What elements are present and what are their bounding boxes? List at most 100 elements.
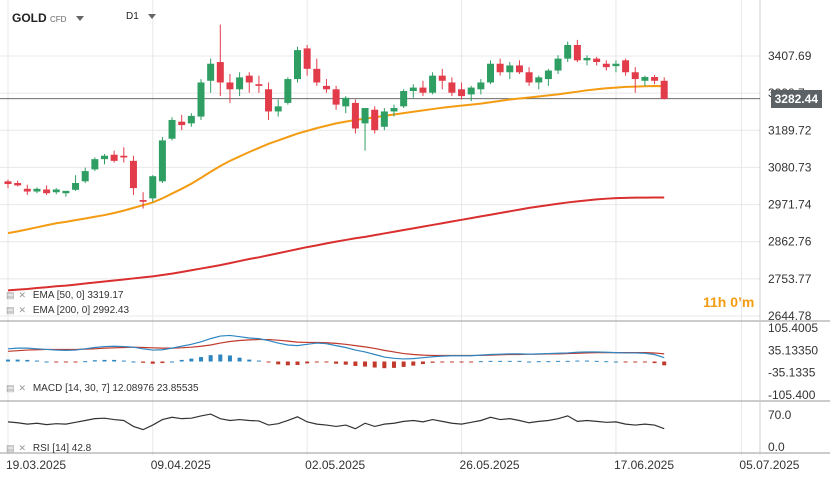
settings-icon[interactable]: ▤ [6,383,15,393]
close-icon[interactable]: ✕ [18,443,27,453]
macd-histogram-bar [662,361,667,366]
ema200-label[interactable]: ▤ ✕ EMA [200, 0] 2992.43 [6,305,130,316]
candle-bull [390,108,398,112]
candle-bull [583,57,591,61]
ema200-line [7,196,665,292]
macd-histogram-bar [218,354,223,362]
macd-histogram-bar [498,360,503,362]
candle-bull [197,82,205,117]
candle-bull [187,115,195,124]
candle-bear [351,102,359,129]
candle-bull [101,155,108,160]
candle-bull [612,63,620,67]
macd-histogram-bar [6,359,10,362]
date-tick-label: 05.07.2025 [739,458,799,472]
date-tick-label: 19.03.2025 [6,458,66,472]
macd-histogram-bar [469,361,474,363]
macd-histogram-bar [372,361,377,368]
candle-bull [544,70,552,80]
macd-histogram-bar [536,361,541,363]
candle-bear [43,189,51,194]
macd-histogram-bar [227,355,232,362]
macd-histogram-bar [517,360,522,362]
close-icon[interactable]: ✕ [18,305,27,315]
candle-bull [158,140,166,182]
close-icon[interactable]: ✕ [18,383,27,393]
candle-bear [110,154,118,161]
macd-histogram-bar [440,361,445,363]
macd-histogram-bar [604,361,609,363]
candle-bear [448,82,456,93]
candle-bear [515,65,523,73]
candle-bull [429,75,437,93]
candle-bear [303,48,311,69]
rsi-tick-label: 70.0 [768,408,792,422]
timeframe-selector[interactable]: D1 [126,11,156,22]
macd-histogram-bar [305,361,310,364]
macd-histogram-bar [642,361,647,363]
candle-bear [622,60,630,73]
macd-histogram-bar [92,360,97,362]
macd-histogram-bar [63,361,68,363]
candle-bull [149,176,157,199]
symbol-selector[interactable]: GOLD CFD [12,11,84,25]
candle-bull [506,65,514,73]
candle-bear [129,160,137,189]
candle-bear [120,155,128,158]
date-tick-label: 17.06.2025 [614,458,674,472]
candle-bear [419,87,427,93]
current-price-tag: 3282.44 [770,90,822,108]
settings-icon[interactable]: ▤ [6,443,15,453]
candle-bear [525,72,533,83]
candle-bear [313,68,321,83]
macd-histogram-bar [179,359,184,362]
rsi-label[interactable]: ▤ ✕ RSI [14] 42.8 [6,443,92,454]
macd-histogram-bar [585,360,589,362]
candle-bull [236,77,244,90]
macd-histogram-bar [73,361,78,363]
macd-histogram-bar [546,361,551,363]
macd-histogram-bar [652,361,657,364]
chevron-down-icon [147,13,156,19]
candle-bull [33,188,41,192]
ema50-label[interactable]: ▤ ✕ EMA [50, 0] 3319.17 [6,290,124,301]
macd-histogram-bar [285,361,290,366]
candle-bull [361,108,369,124]
candle-bull [207,63,215,81]
macd-histogram-bar [353,361,358,366]
macd-histogram-bar [34,360,39,362]
macd-tick-label: -35.1335 [768,366,816,380]
macd-histogram-bar [478,361,483,363]
timeframe-value: D1 [126,11,139,22]
candle-bear [322,85,330,90]
candle-bull [487,63,494,83]
candle-bear [593,58,601,63]
macd-histogram-bar [160,361,165,364]
macd-histogram-bar [83,361,88,363]
macd-label[interactable]: ▤ ✕ MACD [14, 30, 7] 12.08976 23.85535 [6,383,199,394]
macd-histogram-bar [314,361,319,363]
symbol-type: CFD [50,15,67,24]
candle-bear [226,82,234,90]
macd-histogram-bar [266,361,271,363]
candle-bull [52,189,60,193]
settings-icon[interactable]: ▤ [6,305,15,315]
date-tick-label: 26.05.2025 [460,458,520,472]
candle-bull [409,87,417,91]
macd-histogram-bar [276,361,281,365]
candle-bear [573,44,581,61]
macd-histogram-bar [363,361,368,367]
candle-bear [245,75,253,83]
macd-histogram-bar [15,359,20,362]
macd-tick-label: 105.4005 [768,321,818,335]
candle-bull [81,171,89,182]
candle-bull [554,58,562,71]
candle-bull [380,111,388,127]
settings-icon[interactable]: ▤ [6,290,15,300]
close-icon[interactable]: ✕ [18,290,27,300]
price-tick-label: 2862.76 [768,235,812,249]
candle-bear [496,63,504,73]
candle-bear [255,84,263,86]
candle-countdown: 11h 0’m [703,294,755,310]
